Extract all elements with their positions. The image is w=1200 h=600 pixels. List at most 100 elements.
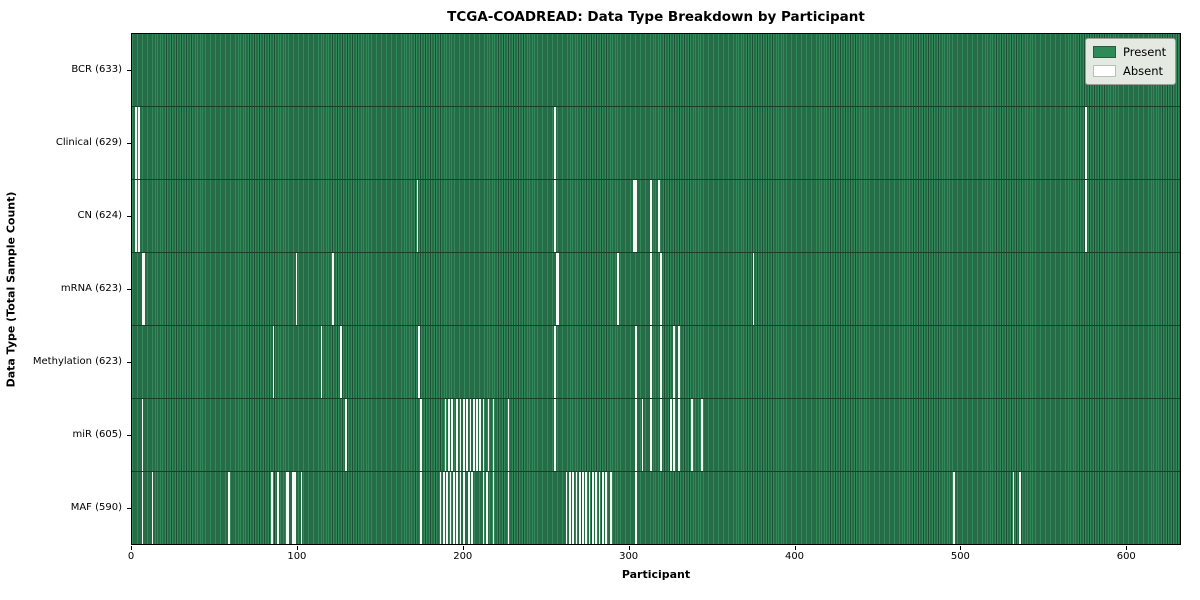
y-tick-label: Clinical (629) — [55, 136, 122, 148]
absent-stripe — [443, 472, 445, 544]
absent-stripe — [487, 399, 490, 471]
absent-stripe — [575, 472, 578, 544]
y-tick-mark — [127, 435, 131, 437]
absent-stripe — [650, 399, 652, 471]
absent-stripe — [553, 326, 556, 398]
absent-stripe — [557, 253, 559, 325]
absent-stripe — [635, 326, 637, 398]
x-tick-mark — [131, 546, 132, 550]
absent-stripe — [650, 253, 652, 325]
absent-stripe — [462, 399, 465, 471]
absent-stripe — [605, 472, 607, 544]
y-tick-label: miR (605) — [72, 429, 122, 441]
x-tick-label: 0 — [127, 551, 135, 562]
y-tick-label: mRNA (623) — [60, 283, 122, 294]
absent-stripe — [479, 399, 482, 471]
absent-stripe — [595, 472, 598, 544]
absent-stripe — [446, 472, 449, 544]
absent-stripe — [419, 472, 422, 544]
y-tick-mark — [127, 142, 131, 144]
x-tick-mark — [1126, 546, 1128, 550]
legend-entry-present: Present — [1093, 45, 1166, 59]
absent-stripe — [641, 399, 644, 471]
absent-stripe — [472, 399, 475, 471]
absent-stripe — [459, 399, 462, 471]
absent-stripe — [633, 180, 636, 252]
absent-stripe — [452, 472, 455, 544]
absent-stripe — [295, 253, 298, 325]
absent-stripe — [578, 472, 581, 544]
absent-stripe — [1085, 107, 1088, 179]
absent-stripe — [462, 472, 465, 544]
absent-stripe — [459, 472, 462, 544]
absent-stripe — [332, 253, 334, 325]
x-tick-label: 600 — [1116, 551, 1136, 562]
absent-stripe — [416, 180, 419, 252]
absent-stripe — [285, 472, 288, 544]
absent-stripe — [135, 180, 137, 252]
absent-stripe — [482, 472, 485, 544]
legend-label-absent: Absent — [1123, 64, 1164, 78]
y-tick-mark — [127, 508, 131, 510]
heat-row-mRNA — [132, 253, 1180, 326]
absent-stripe — [507, 472, 510, 544]
heat-row-Clinical — [132, 107, 1180, 180]
x-tick-mark — [960, 546, 962, 550]
absent-stripe — [492, 472, 495, 544]
legend-label-present: Present — [1123, 45, 1167, 59]
absent-stripe — [565, 472, 568, 544]
absent-stripe — [272, 326, 275, 398]
absent-stripe — [669, 399, 672, 471]
absent-stripe — [678, 399, 680, 471]
absent-stripe — [659, 399, 662, 471]
absent-stripe — [471, 472, 473, 544]
y-tick-mark — [127, 215, 131, 217]
absent-stripe — [572, 472, 574, 544]
absent-stripe — [659, 326, 662, 398]
absent-stripe — [270, 472, 273, 544]
absent-stripe — [553, 107, 556, 179]
chart-title: TCGA-COADREAD: Data Type Breakdown by Pa… — [447, 9, 865, 25]
y-tick-mark — [127, 362, 131, 364]
present-swatch-icon — [1093, 46, 1116, 58]
absent-stripe — [507, 399, 510, 471]
y-tick-label: MAF (590) — [70, 502, 122, 514]
absent-stripe — [451, 399, 454, 471]
heat-row-miR — [132, 399, 1180, 472]
x-tick-label: 500 — [950, 551, 970, 562]
absent-stripe — [610, 472, 612, 544]
y-tick-label: BCR (633) — [71, 63, 122, 75]
absent-stripe — [752, 253, 755, 325]
absent-stripe — [673, 399, 675, 471]
absent-stripe — [701, 399, 704, 471]
absent-stripe — [340, 326, 343, 398]
absent-stripe — [492, 399, 495, 471]
absent-stripe — [952, 472, 955, 544]
absent-stripe — [585, 472, 588, 544]
absent-stripe — [1019, 472, 1021, 544]
absent-stripe — [592, 472, 594, 544]
x-tick-mark — [296, 546, 298, 550]
x-tick-label: 400 — [784, 551, 805, 562]
absent-stripe — [345, 399, 348, 471]
x-tick-label: 200 — [453, 551, 473, 562]
absent-stripe — [467, 472, 470, 544]
absent-stripe — [568, 472, 571, 544]
absent-stripe — [601, 472, 604, 544]
absent-stripe — [444, 399, 447, 471]
absent-stripe — [658, 180, 660, 252]
heat-row-Methylation — [132, 326, 1180, 399]
absent-stripe — [673, 326, 675, 398]
absent-stripe — [141, 472, 144, 544]
absent-stripe — [227, 472, 230, 544]
absent-stripe — [486, 472, 488, 544]
x-tick-mark — [628, 546, 630, 550]
heat-row-MAF — [132, 472, 1180, 544]
absent-stripe — [555, 253, 558, 325]
x-axis-label: Participant — [621, 568, 691, 581]
y-tick-label: CN (624) — [77, 209, 122, 221]
absent-stripe — [449, 472, 452, 544]
absent-stripe — [419, 399, 422, 471]
absent-stripe — [466, 399, 468, 471]
